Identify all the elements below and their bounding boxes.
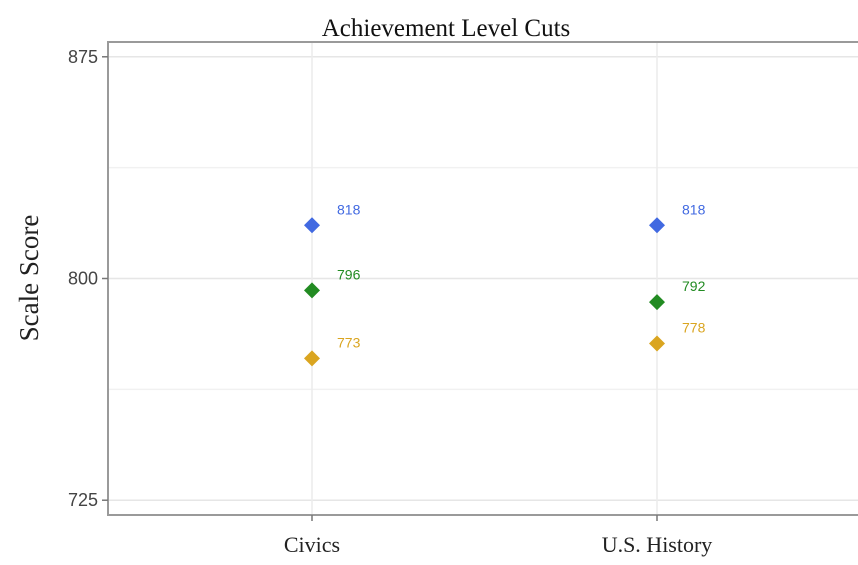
y-tick-label: 725 (68, 490, 98, 510)
data-point-label: 796 (337, 266, 361, 282)
data-point-label: 778 (682, 320, 706, 336)
data-point-label: 792 (682, 278, 706, 294)
grid-lines (108, 42, 858, 515)
data-point-marker (649, 294, 665, 311)
data-point-label: 818 (682, 201, 706, 217)
x-axis-ticks: Civics U.S. History (284, 515, 712, 557)
data-point-label: 773 (337, 334, 361, 350)
data-points: 818 818 796 792 773 778 (304, 201, 706, 367)
chart-title: Achievement Level Cuts (322, 15, 571, 42)
x-tick-label: Civics (284, 532, 340, 557)
y-tick-label: 875 (68, 47, 98, 67)
data-point-marker (649, 217, 665, 234)
data-point-marker (304, 282, 320, 299)
x-tick-label: U.S. History (602, 532, 713, 557)
data-point-label: 818 (337, 201, 361, 217)
y-axis-ticks: 725 800 875 (68, 47, 108, 510)
y-tick-label: 800 (68, 269, 98, 289)
data-point-marker (649, 335, 665, 352)
y-axis-label: Scale Score (14, 215, 44, 342)
data-point-marker (304, 350, 320, 367)
data-point-marker (304, 217, 320, 234)
